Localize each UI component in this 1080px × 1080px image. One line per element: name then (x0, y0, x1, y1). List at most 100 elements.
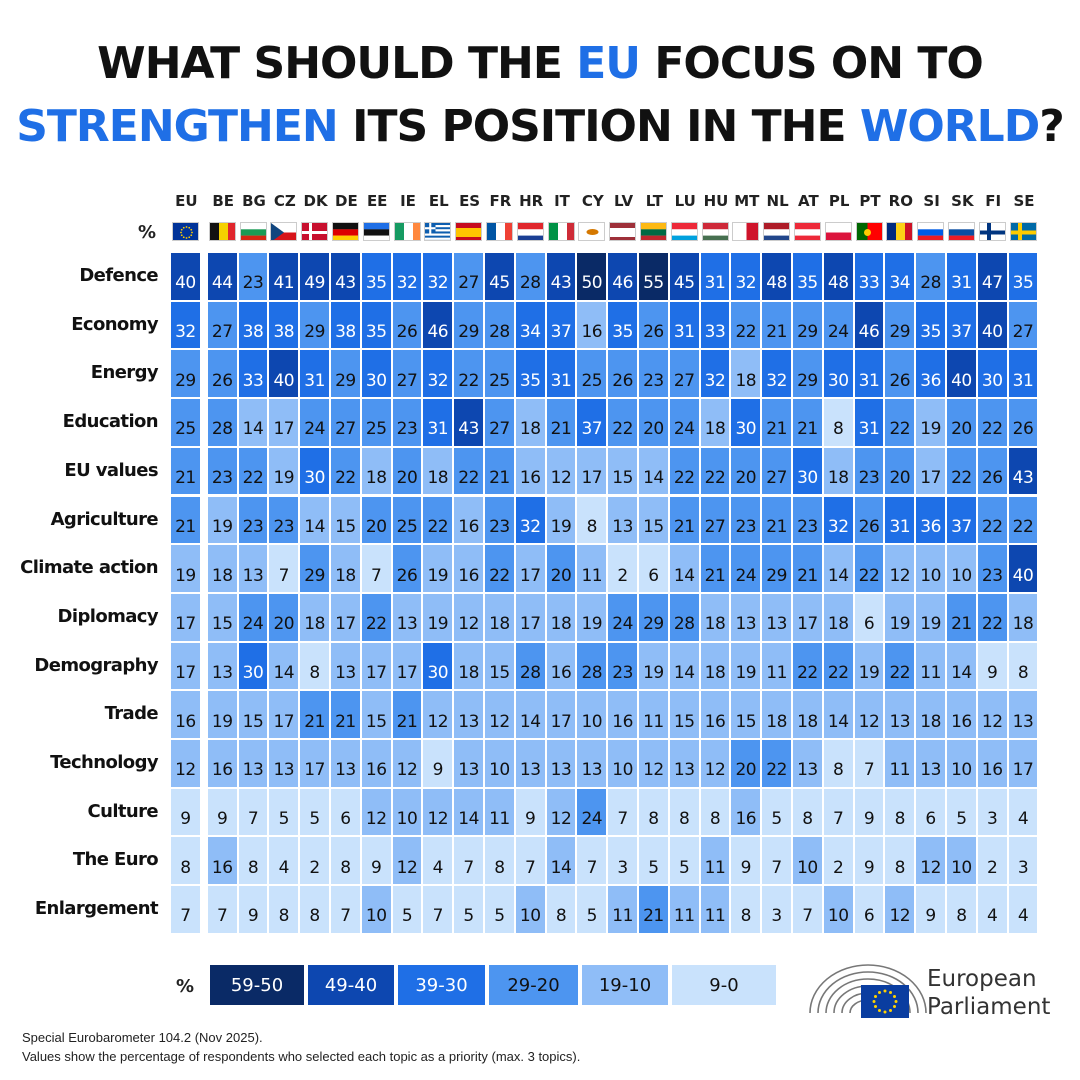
heatmap-cell: 24 (823, 301, 853, 349)
heatmap-cell: 17 (577, 447, 607, 495)
flag-it-icon (547, 222, 575, 241)
heatmap-cell: 18 (823, 593, 853, 641)
heatmap-cell: 12 (423, 788, 453, 836)
heatmap-cell: 11 (669, 886, 699, 933)
title-segment: WORLD (859, 101, 1040, 152)
heatmap-cell: 27 (392, 350, 422, 398)
row-label: Demography (34, 654, 158, 676)
heatmap-cell: 13 (669, 740, 699, 787)
heatmap-cell: 3 (977, 788, 1007, 836)
heatmap-cell: 24 (608, 593, 637, 641)
heatmap-cell: 23 (977, 545, 1007, 592)
heatmap-cell: 19 (207, 496, 237, 544)
row-label: Culture (87, 800, 159, 822)
heatmap-cell: 2 (608, 545, 637, 592)
row-label: Technology (50, 752, 159, 773)
heatmap-cell: 33 (854, 253, 884, 300)
heatmap-cell: 19 (885, 593, 915, 641)
heatmap-cell: 35 (916, 301, 945, 349)
heatmap-cell: 43 (1008, 447, 1038, 495)
heatmap-cell: 3 (762, 886, 791, 933)
heatmap-cell: 28 (916, 253, 945, 300)
heatmap-cell: 4 (269, 837, 299, 885)
heatmap-cell: 15 (608, 447, 637, 495)
heatmap-cell: 11 (885, 740, 915, 787)
flag-mt-icon (732, 222, 760, 241)
heatmap-cell: 19 (731, 642, 761, 690)
row-label: Climate action (20, 557, 159, 579)
heatmap-cell: 10 (361, 886, 391, 933)
legend-item: 19-10 (582, 965, 668, 1005)
heatmap-cell: 14 (947, 642, 976, 690)
heatmap-cell: 14 (669, 642, 699, 690)
heatmap-cell: 26 (639, 301, 668, 349)
heatmap-cell: 27 (1008, 301, 1038, 349)
heatmap-cell: 22 (454, 350, 483, 398)
flag-cy-icon (578, 222, 606, 241)
heatmap-cell: 19 (639, 642, 668, 690)
heatmap-cell: 37 (577, 399, 607, 446)
heatmap-cell: 14 (515, 691, 545, 738)
heatmap-cell: 14 (546, 837, 576, 885)
heatmap-cell: 20 (731, 740, 761, 787)
heatmap-cell: 35 (361, 301, 391, 349)
title-segment: EU (576, 38, 641, 89)
title-segment: WHAT SHOULD THE (97, 38, 577, 89)
heatmap-cell: 17 (793, 593, 822, 641)
column-header-hr: HR (519, 192, 544, 210)
column-header-sk: SK (951, 192, 974, 210)
footer-note: Values show the percentage of respondent… (22, 1049, 581, 1064)
heatmap-cell: 5 (577, 886, 607, 933)
column-header-lu: LU (674, 192, 696, 210)
heatmap-cell: 40 (977, 301, 1007, 349)
heatmap-cell: 8 (485, 837, 514, 885)
heatmap-cell: 29 (639, 593, 668, 641)
heatmap-cell: 12 (423, 691, 453, 738)
heatmap-cell: 13 (608, 496, 637, 544)
heatmap-cell: 23 (238, 253, 268, 300)
flag-pl-icon (824, 222, 852, 241)
heatmap-cell: 24 (577, 788, 607, 836)
heatmap-cell: 35 (1008, 253, 1038, 300)
heatmap-cell: 20 (269, 593, 299, 641)
heatmap-cell: 9 (171, 788, 200, 836)
heatmap-cell: 5 (947, 788, 976, 836)
heatmap-cell: 26 (392, 545, 422, 592)
column-header-cy: CY (581, 192, 604, 210)
heatmap-cell: 12 (392, 837, 422, 885)
heatmap-cell: 4 (423, 837, 453, 885)
heatmap-cell: 16 (731, 788, 761, 836)
heatmap-cell: 8 (300, 642, 329, 690)
heatmap-cell: 27 (207, 301, 237, 349)
heatmap-cell: 19 (577, 593, 607, 641)
heatmap-cell: 29 (885, 301, 915, 349)
column-header-bg: BG (242, 192, 266, 210)
heatmap-cell: 10 (947, 837, 976, 885)
flag-hr-icon (516, 222, 544, 241)
heatmap-cell: 21 (762, 399, 791, 446)
heatmap-cell: 8 (669, 788, 699, 836)
heatmap-cell: 10 (392, 788, 422, 836)
heatmap-cell: 46 (423, 301, 453, 349)
heatmap-cell: 21 (171, 496, 200, 544)
heatmap-cell: 2 (300, 837, 329, 885)
heatmap-cell: 21 (392, 691, 422, 738)
heatmap-cell: 23 (485, 496, 514, 544)
heatmap-cell: 4 (977, 886, 1007, 933)
heatmap-cell: 26 (608, 350, 637, 398)
heatmap-cell: 10 (485, 740, 514, 787)
heatmap-cell: 31 (423, 399, 453, 446)
heatmap-cell: 13 (793, 740, 822, 787)
heatmap-cell: 8 (823, 399, 853, 446)
heatmap-cell: 22 (977, 593, 1007, 641)
heatmap-cell: 41 (269, 253, 299, 300)
logo-text-parliament: Parliament (927, 994, 1051, 1020)
heatmap-cell: 20 (947, 399, 976, 446)
heatmap-cell: 32 (700, 350, 730, 398)
title-segment: ITS POSITION IN THE (337, 101, 860, 152)
heatmap-cell: 8 (947, 886, 976, 933)
heatmap-cell: 25 (577, 350, 607, 398)
column-header-es: ES (459, 192, 481, 210)
heatmap-cell: 36 (916, 496, 945, 544)
heatmap-cell: 19 (854, 642, 884, 690)
